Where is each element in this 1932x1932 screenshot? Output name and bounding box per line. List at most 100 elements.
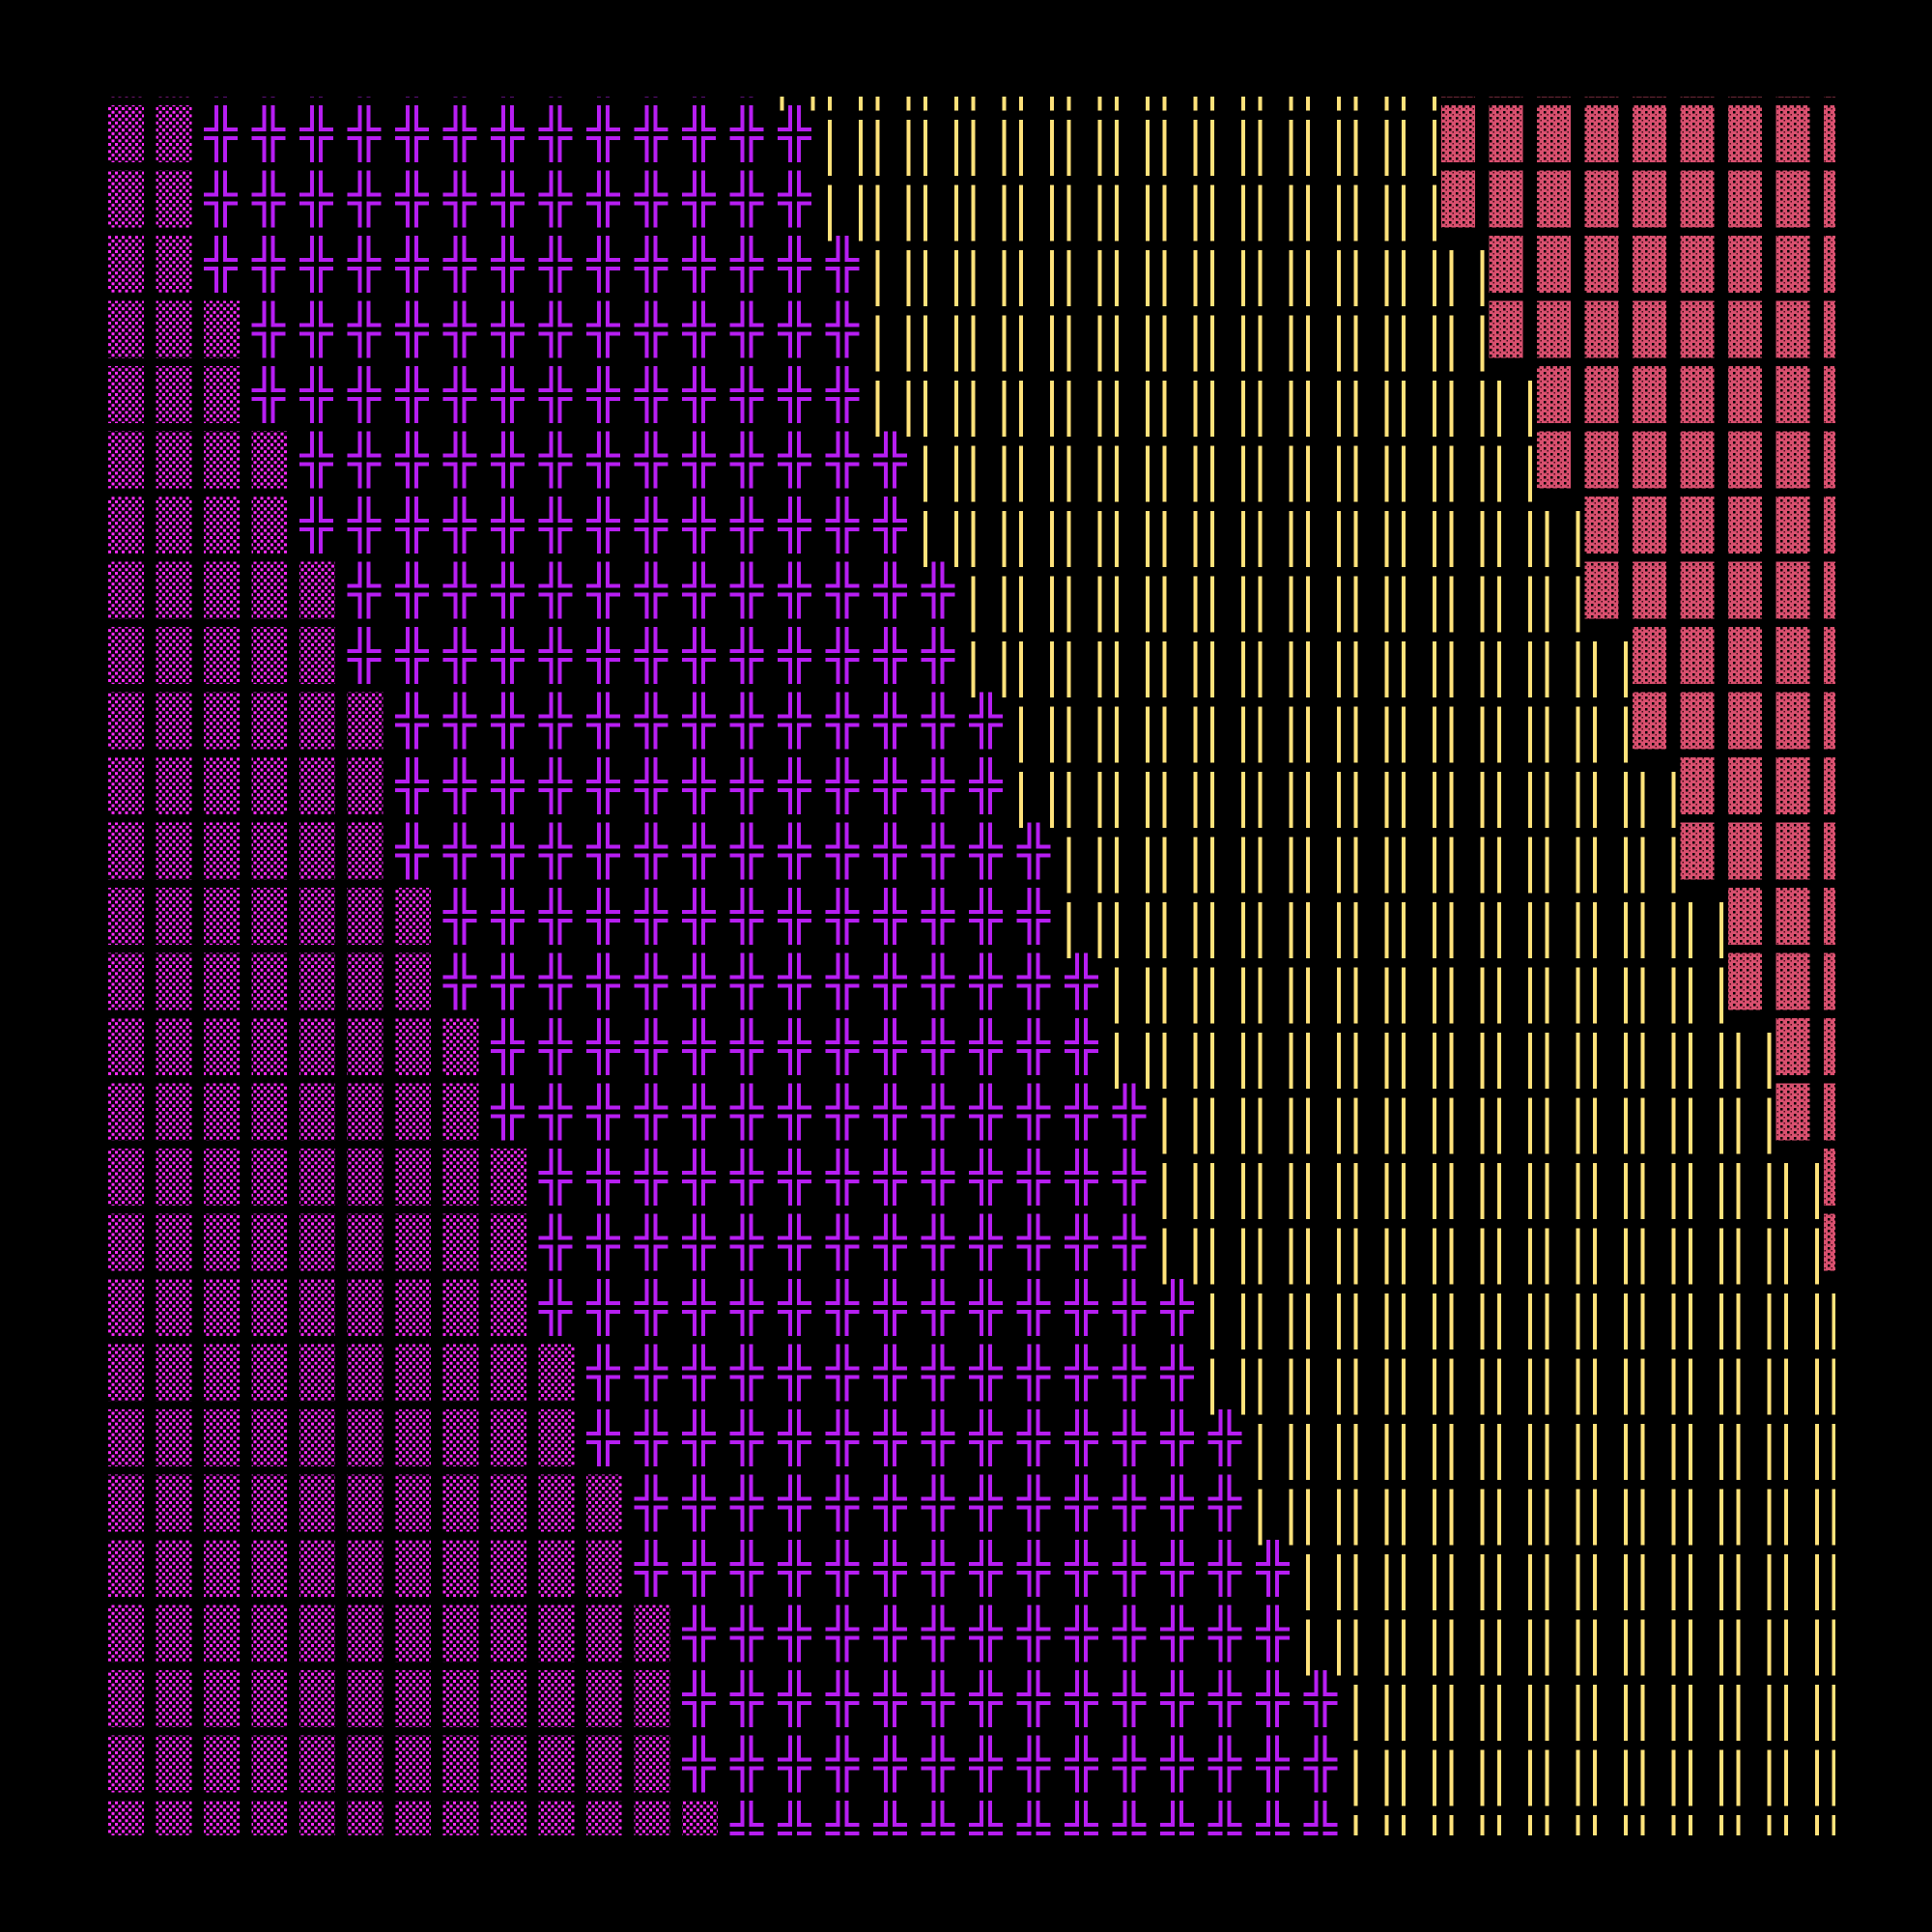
glyph-row: ░░░░░░░╬╬╬╬╬╬╬╬╬╬╬╬╬╬║║║║║║║║║║║║║▓▓▓ (108, 952, 1835, 1024)
glyph-row: ░░░╬╬╬╬╬╬╬╬╬╬╬╬╬║║║║║║║║║║║║║▓▓▓▓▓▓▓▓ (108, 300, 1835, 372)
glyph-double-cross: ╬ (586, 952, 620, 1010)
glyph-double-vertical: ║ (1736, 1097, 1772, 1154)
glyph-double-cross: ╬ (634, 366, 668, 423)
glyph-light-shade: ░ (299, 888, 335, 945)
glyph-dark-shade: ▓ (1680, 97, 1715, 98)
glyph-double-vertical: ║ (1497, 511, 1532, 567)
glyph-light-shade: ░ (634, 1801, 670, 1835)
glyph-double-cross: ╬ (1112, 1344, 1147, 1402)
glyph-double-vertical: ║ (1640, 1358, 1676, 1415)
glyph-double-cross: ╬ (586, 1409, 620, 1466)
glyph-double-vertical: ║ (1497, 902, 1532, 958)
glyph-light-shade: ░ (347, 1344, 384, 1402)
glyph-double-vertical: ║ (1593, 1097, 1628, 1154)
glyph-double-vertical: ║ (1019, 511, 1054, 567)
glyph-double-cross: ╬ (1112, 1801, 1147, 1835)
glyph-double-vertical: ║ (1402, 1228, 1436, 1285)
glyph-double-vertical: ║ (1210, 1033, 1245, 1089)
glyph-light-shade: ░ (538, 1670, 575, 1727)
glyph-double-cross: ╬ (1112, 1083, 1147, 1141)
glyph-double-cross: ╬ (299, 300, 333, 358)
glyph-double-cross: ╬ (825, 1735, 860, 1793)
glyph-light-shade: ░ (204, 1605, 240, 1662)
glyph-double-cross: ╬ (778, 561, 811, 619)
glyph-light-shade: ░ (395, 1735, 431, 1793)
glyph-light-shade: ░ (108, 1474, 144, 1532)
glyph-double-vertical: ║ (1115, 1033, 1150, 1089)
glyph-light-shade: ░ (204, 366, 240, 423)
glyph-light-shade: ░ (204, 561, 240, 619)
glyph-light-shade: ░ (491, 1344, 526, 1402)
glyph-double-vertical: ║ (1353, 902, 1389, 958)
glyph-double-vertical: ║ (1210, 1097, 1245, 1154)
glyph-dark-shade: ▓ (1633, 431, 1666, 489)
glyph-double-cross: ╬ (1065, 1670, 1098, 1727)
glyph-double-cross: ╬ (491, 170, 525, 228)
glyph-light-shade: ░ (395, 1018, 431, 1075)
glyph-row: ░░░░░░░░░░░░╬╬╬╬╬╬╬╬╬╬╬╬╬╬║║║║║║║║║║║ (108, 1670, 1835, 1741)
glyph-double-cross: ╬ (729, 1083, 764, 1141)
glyph-row: ░░░░░╬╬╬╬╬╬╬╬╬╬╬╬╬║║║║║║║║║║║║║║▓▓▓▓▓ (108, 627, 1835, 697)
glyph-double-cross: ╬ (969, 1735, 1003, 1793)
glyph-light-shade: ░ (251, 1149, 288, 1206)
glyph-double-cross: ╬ (538, 431, 573, 489)
glyph-double-vertical: ║ (1353, 445, 1389, 502)
glyph-dark-shade: ▓ (1633, 497, 1666, 554)
glyph-double-vertical: ║ (1306, 185, 1341, 242)
glyph-light-shade: ░ (251, 1213, 288, 1271)
glyph-light-shade: ░ (108, 1605, 144, 1662)
glyph-double-cross: ╬ (1065, 1605, 1098, 1662)
glyph-double-vertical: ║ (1784, 1619, 1819, 1676)
glyph-double-vertical: ║ (1449, 1619, 1485, 1676)
glyph-dark-shade: ▓ (1776, 97, 1810, 98)
glyph-double-cross: ╬ (921, 757, 955, 814)
glyph-double-vertical: ║ (1593, 1619, 1628, 1676)
glyph-double-cross: ╬ (921, 1670, 955, 1727)
glyph-double-cross: ╬ (251, 366, 286, 423)
glyph-double-cross: ╬ (682, 1474, 716, 1532)
glyph-light-shade: ░ (299, 1474, 335, 1532)
glyph-light-shade: ░ (251, 1083, 288, 1141)
glyph-double-cross: ╬ (395, 366, 429, 423)
glyph-double-cross: ╬ (778, 1735, 811, 1793)
glyph-dark-shade: ▓ (1824, 561, 1835, 619)
glyph-double-cross: ╬ (729, 497, 764, 554)
glyph-double-cross: ╬ (1016, 952, 1051, 1010)
glyph-double-cross: ╬ (538, 170, 573, 228)
glyph-double-cross: ╬ (395, 692, 429, 750)
glyph-double-vertical: ║ (1210, 1228, 1245, 1285)
glyph-double-vertical: ║ (923, 315, 958, 372)
glyph-double-vertical: ║ (1258, 97, 1293, 111)
glyph-double-vertical: ║ (1402, 381, 1436, 437)
glyph-double-cross: ╬ (729, 757, 764, 814)
glyph-double-cross: ╬ (597, 97, 610, 98)
glyph-double-cross: ╬ (586, 692, 620, 750)
glyph-light-shade: ░ (538, 1801, 575, 1835)
glyph-light-shade: ░ (299, 692, 335, 750)
glyph-double-cross: ╬ (969, 1149, 1003, 1206)
glyph-double-vertical: ║ (1258, 1489, 1293, 1546)
glyph-double-cross: ╬ (729, 431, 764, 489)
glyph-double-cross: ╬ (1016, 1149, 1051, 1206)
glyph-double-vertical: ║ (1593, 1358, 1628, 1415)
glyph-dark-shade: ▓ (1537, 431, 1571, 489)
glyph-double-vertical: ║ (1402, 902, 1436, 958)
glyph-dark-shade: ▓ (1776, 170, 1810, 228)
glyph-double-vertical: ║ (1497, 1489, 1532, 1546)
glyph-light-shade: ░ (538, 1344, 575, 1402)
glyph-double-cross: ╬ (873, 497, 907, 554)
glyph-row: ░░░░░░╬╬╬╬╬╬╬╬╬╬╬╬╬║║║║║║║║║║║║║║▓▓▓▓ (108, 757, 1835, 828)
glyph-light-shade: ░ (204, 1540, 240, 1597)
glyph-double-vertical: ║ (1497, 1815, 1532, 1835)
glyph-double-vertical: ║ (1162, 772, 1198, 828)
glyph-double-vertical: ║ (1449, 1033, 1485, 1089)
glyph-double-cross: ╬ (825, 366, 860, 423)
glyph-double-cross: ╬ (873, 1735, 907, 1793)
glyph-light-shade: ░ (299, 627, 335, 684)
glyph-double-vertical: ║ (1066, 576, 1102, 633)
glyph-double-vertical: ║ (1162, 120, 1198, 176)
glyph-double-cross: ╬ (682, 952, 716, 1010)
glyph-double-cross: ╬ (442, 300, 477, 358)
glyph-double-cross: ╬ (682, 1083, 716, 1141)
